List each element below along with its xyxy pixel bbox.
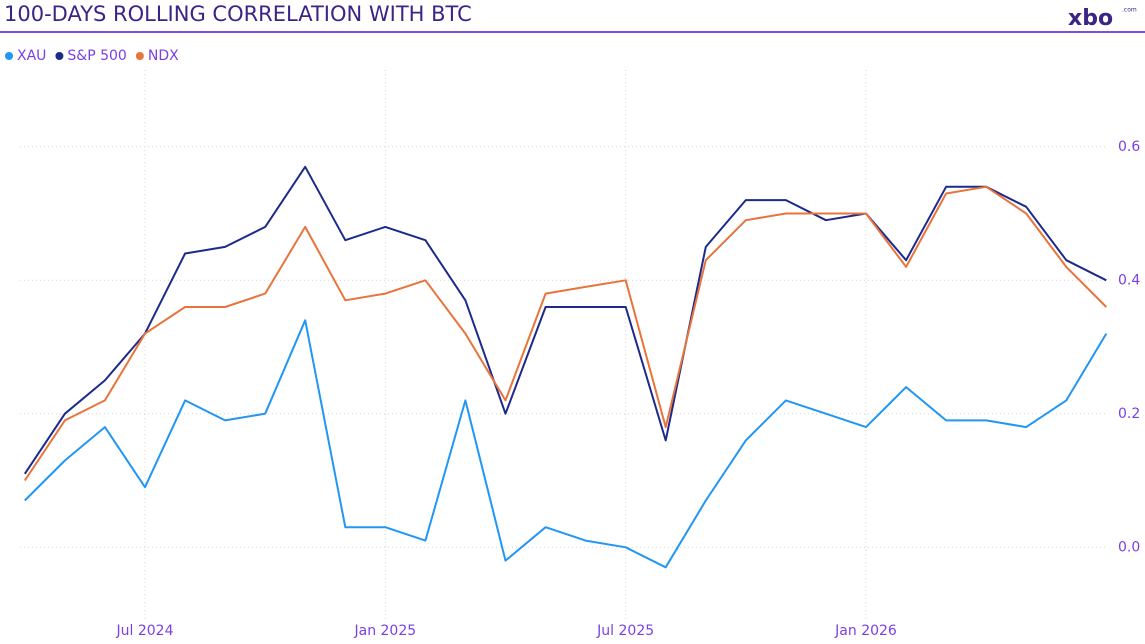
y-tick-label: 0.0 (1118, 539, 1140, 555)
series-line (23, 165, 1107, 475)
legend: XAU S&P 500 NDX (5, 48, 179, 64)
x-tick-label: Jul 2024 (116, 623, 174, 639)
logo-suffix: .com (1122, 7, 1137, 14)
y-tick-label: 0.4 (1118, 272, 1140, 288)
logo: xbo (1068, 6, 1113, 31)
series-line (23, 185, 1108, 482)
x-tick-label: Jul 2025 (596, 623, 654, 639)
y-tick-label: 0.6 (1118, 139, 1140, 155)
x-tick-label: Jan 2025 (353, 623, 416, 639)
legend-label: NDX (148, 48, 179, 64)
legend-label: XAU (17, 48, 46, 64)
chart-title: 100-DAYS ROLLING CORRELATION WITH BTC (4, 2, 472, 26)
series-line (24, 319, 1108, 569)
legend-marker (5, 52, 13, 60)
legend-label: S&P 500 (67, 48, 126, 64)
y-tick-label: 0.2 (1118, 406, 1140, 422)
x-tick-label: Jan 2026 (834, 623, 897, 639)
legend-marker (135, 52, 144, 60)
legend-marker (55, 52, 64, 60)
